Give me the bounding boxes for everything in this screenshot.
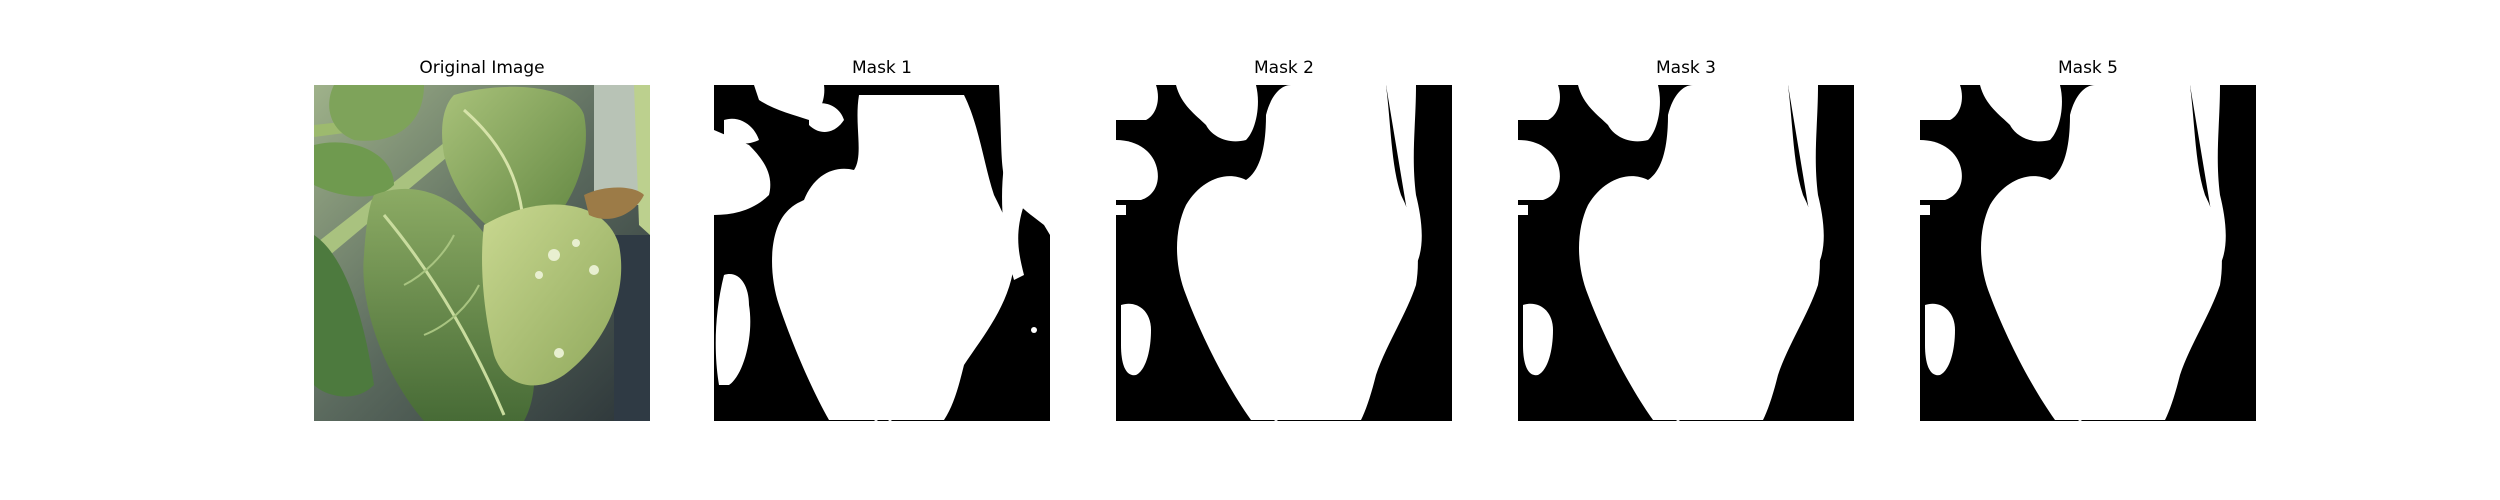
panel-mask-1: Mask 1 xyxy=(714,56,1050,428)
panel-title: Mask 2 xyxy=(1253,58,1314,78)
panel-original-image: Original Image xyxy=(314,56,650,428)
panel-mask-5: Mask 5 xyxy=(1920,56,2256,428)
panel-title: Original Image xyxy=(419,58,545,78)
mask-image xyxy=(1518,85,1854,421)
segmentation-mask xyxy=(1518,85,1854,421)
panel-title: Mask 3 xyxy=(1655,58,1716,78)
panel-mask-3: Mask 3 xyxy=(1518,56,1854,428)
original-image xyxy=(314,85,650,421)
segmentation-mask xyxy=(714,85,1050,421)
segmentation-mask xyxy=(1920,85,2256,421)
panel-title: Mask 1 xyxy=(851,58,912,78)
leaf-photo xyxy=(314,85,650,421)
segmentation-mask xyxy=(1116,85,1452,421)
mask-image xyxy=(714,85,1050,421)
panel-mask-2: Mask 2 xyxy=(1116,56,1452,428)
mask-image xyxy=(1116,85,1452,421)
mask-image xyxy=(1920,85,2256,421)
panel-title: Mask 5 xyxy=(2057,58,2118,78)
